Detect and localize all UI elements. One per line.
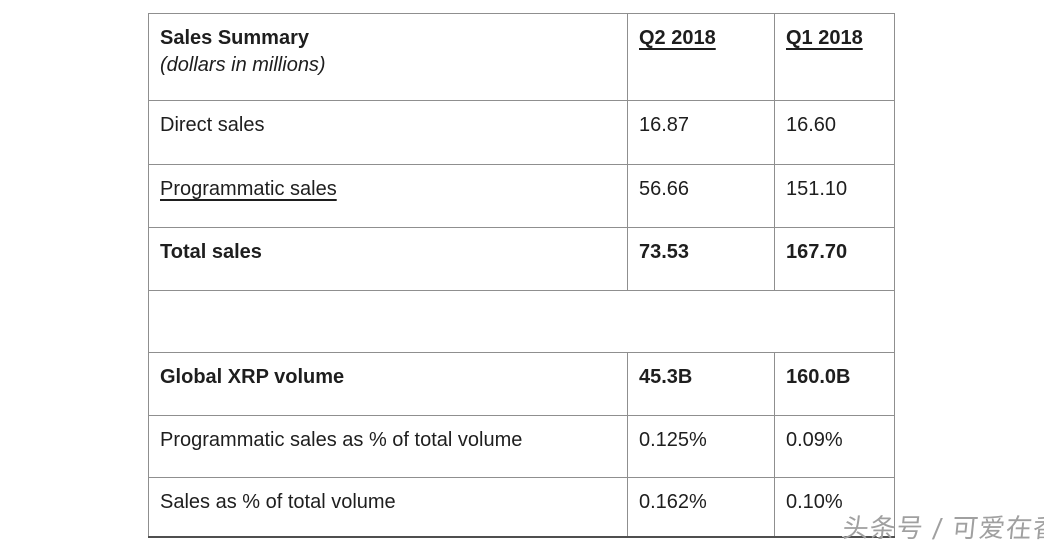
row-global-xrp-volume: Global XRP volume 45.3B 160.0B — [148, 352, 895, 416]
q2-value-cell: 56.66 — [627, 164, 775, 228]
spacer-cell — [148, 290, 895, 353]
row-spacer — [148, 290, 895, 353]
q2-value-cell: 0.125% — [627, 415, 775, 478]
sales-summary-table: Sales Summary (dollars in millions) Q2 2… — [148, 13, 895, 538]
q2-value-cell: 0.162% — [627, 477, 775, 537]
row-label-cell: Programmatic sales — [148, 164, 628, 228]
row-label-cell: Programmatic sales as % of total volume — [148, 415, 628, 478]
watermark-toutiao: 头条号 / 可爱在香港 — [841, 514, 1044, 544]
row-sales-pct-of-volume: Sales as % of total volume 0.162% 0.10% — [148, 477, 895, 537]
row-total-sales: Total sales 73.53 167.70 — [148, 227, 895, 291]
q1-value-cell: 151.10 — [774, 164, 895, 228]
table-title: Sales Summary — [160, 27, 309, 49]
programmatic-sales-label: Programmatic sales — [160, 178, 337, 200]
row-label-cell: Sales as % of total volume — [148, 477, 628, 537]
row-programmatic-sales: Programmatic sales 56.66 151.10 — [148, 164, 895, 228]
row-direct-sales: Direct sales 16.87 16.60 — [148, 100, 895, 165]
q1-value-cell: 0.09% — [774, 415, 895, 478]
row-label-cell: Total sales — [148, 227, 628, 291]
table-subtitle: (dollars in millions) — [160, 54, 326, 76]
table-header-row: Sales Summary (dollars in millions) Q2 2… — [148, 13, 895, 101]
table-title-cell: Sales Summary (dollars in millions) — [148, 13, 628, 101]
q1-value-cell: 16.60 — [774, 100, 895, 165]
q1-value-cell: 160.0B — [774, 352, 895, 416]
column-header-q2-2018: Q2 2018 — [627, 13, 775, 101]
q1-value-cell: 167.70 — [774, 227, 895, 291]
q2-value-cell: 73.53 — [627, 227, 775, 291]
q1-value-cell: 0.10% — [774, 477, 895, 537]
row-label-cell: Direct sales — [148, 100, 628, 165]
q2-value-cell: 16.87 — [627, 100, 775, 165]
row-label-cell: Global XRP volume — [148, 352, 628, 416]
q2-value-cell: 45.3B — [627, 352, 775, 416]
row-programmatic-pct-of-volume: Programmatic sales as % of total volume … — [148, 415, 895, 478]
column-header-q1-2018: Q1 2018 — [774, 13, 895, 101]
